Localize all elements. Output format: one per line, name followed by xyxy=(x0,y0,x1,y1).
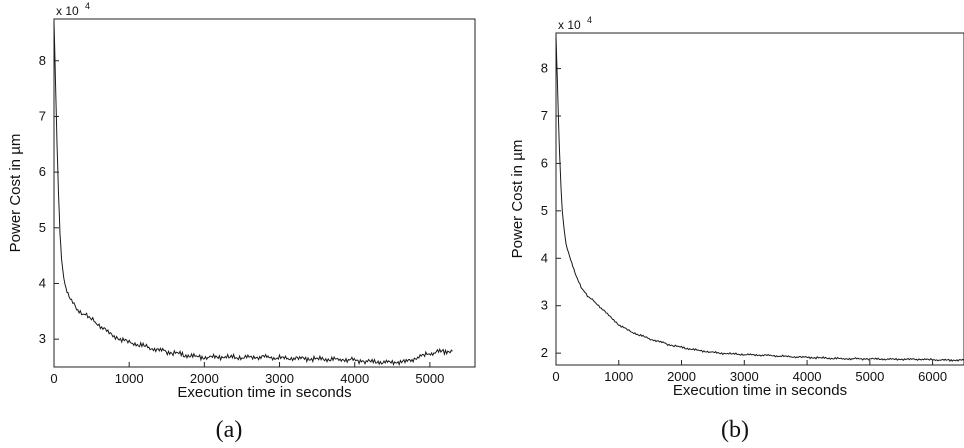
x-tick-label: 5000 xyxy=(855,369,884,384)
y-tick-label: 5 xyxy=(39,220,46,235)
y-multiplier-exponent: 4 xyxy=(85,1,90,11)
x-tick-label: 4000 xyxy=(793,369,822,384)
chart-panel-a: 0 1000 2000 3000 4000 5000 3 4 5 6 7 8 x 10 4 Executio… xyxy=(7,1,476,401)
caption-a: (a) xyxy=(216,417,243,443)
y-tick-label: 8 xyxy=(39,53,46,68)
plot-frame xyxy=(555,32,964,366)
x-tick-label: 6000 xyxy=(918,369,947,384)
y-tick-label: 5 xyxy=(541,203,548,218)
x-tick-label: 0 xyxy=(552,369,559,384)
y-tick-label: 3 xyxy=(541,298,548,313)
y-multiplier-label: x 10 xyxy=(56,4,79,18)
y-tick-label: 6 xyxy=(541,155,548,170)
y-multiplier-label: x 10 xyxy=(558,18,581,32)
y-axis-label: Power Cost in µm xyxy=(7,134,24,253)
x-tick-label: 2000 xyxy=(667,369,696,384)
series-line xyxy=(555,35,964,363)
x-axis-label: Execution time in seconds xyxy=(673,382,847,399)
y-tick-label: 7 xyxy=(39,108,46,123)
y-tick-label: 6 xyxy=(39,164,46,179)
y-tick-label: 4 xyxy=(39,275,46,290)
y-tick-label: 8 xyxy=(541,61,548,76)
y-multiplier-exponent: 4 xyxy=(587,15,592,25)
x-axis-label: Execution time in seconds xyxy=(177,384,351,401)
x-tick-label: 0 xyxy=(50,371,57,386)
y-axis-label: Power Cost in µm xyxy=(509,140,526,259)
x-tick-label: 3000 xyxy=(730,369,759,384)
y-tick-label: 7 xyxy=(541,108,548,123)
x-tick-label: 4000 xyxy=(340,371,369,386)
caption-b: (b) xyxy=(721,417,749,443)
x-tick-label: 3000 xyxy=(265,371,294,386)
plot-frame xyxy=(53,18,476,368)
series-line xyxy=(53,21,453,367)
x-tick-label: 5000 xyxy=(415,371,444,386)
y-tick-label: 2 xyxy=(541,345,548,360)
y-tick-label: 4 xyxy=(541,250,548,265)
x-tick-label: 1000 xyxy=(604,369,633,384)
y-tick-label: 3 xyxy=(39,331,46,346)
x-tick-label: 2000 xyxy=(190,371,219,386)
chart-panel-b: 0 1000 2000 3000 4000 5000 6000 2 3 4 5 6 7 8 x 10 4 Exe… xyxy=(509,15,964,399)
x-tick-label: 1000 xyxy=(115,371,144,386)
